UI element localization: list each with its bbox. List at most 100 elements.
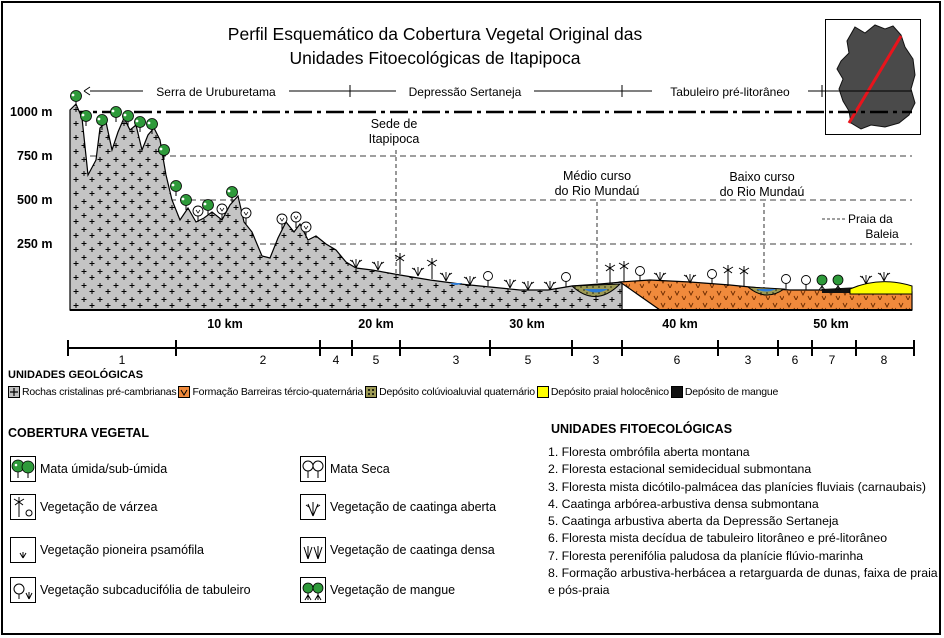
vegetation-legend-title: COBERTURA VEGETAL (8, 426, 149, 440)
distance-label: 50 km (813, 317, 848, 331)
mangrove-icon (300, 577, 326, 603)
region-label-tabuleiro: Tabuleiro pré-litorâneo (670, 85, 790, 99)
geo-legend-label: Depósito de mangue (684, 386, 779, 398)
veg-legend-item: Vegetação subcaducifólia de tabuleiro (10, 577, 251, 603)
annotation-baixo-curso: Baixo curso do Rio Mundaú (720, 170, 805, 288)
distance-label: 40 km (662, 317, 697, 331)
unit-number: 2 (260, 353, 267, 367)
geo-legend-item: Rochas cristalinas pré-cambrianas (8, 386, 177, 398)
geo-legend-label: Rochas cristalinas pré-cambrianas (22, 386, 177, 398)
annotation-text: Baleia (865, 227, 899, 241)
annotation-medio-curso: Médio curso do Rio Mundaú (555, 169, 639, 286)
geo-legend-item: Depósito colúvioaluvial quaternário (365, 386, 535, 398)
geo-legend-label: Depósito praial holocênico (550, 386, 669, 398)
veg-legend-item: Vegetação de caatinga densa (300, 537, 495, 563)
elevation-label: 1000 m (10, 105, 52, 119)
veg-legend-item: Vegetação de mangue (300, 577, 455, 603)
region-bracket: Serra de Uruburetama Depressão Sertaneja… (83, 83, 912, 99)
phyto-unit-item: 3. Floresta mista dicótilo-palmácea das … (548, 479, 926, 494)
phyto-unit-item: 1. Floresta ombrófila aberta montana (548, 445, 750, 459)
locator-map (825, 19, 921, 135)
veg-legend-label: Mata Seca (330, 462, 390, 476)
veg-legend-label: Vegetação pioneira psamófila (40, 543, 205, 557)
annotation-text: Praia da (848, 212, 893, 226)
annotation-text: do Rio Mundaú (720, 185, 805, 199)
mangrove-swatch (670, 386, 683, 398)
annotation-praia: Praia da Baleia (822, 212, 899, 241)
pioneer-psammophile-icon (10, 537, 36, 563)
geo-legend-item: Formação Barreiras tércio-quaternária (178, 386, 363, 398)
veg-legend-item: Vegetação de caatinga aberta (300, 494, 496, 520)
profile-line (847, 35, 903, 124)
phyto-unit-item: 6. Floresta mista decídua de tabuleiro l… (548, 531, 888, 546)
crystalline-swatch (8, 386, 20, 398)
colluvial-swatch (365, 386, 378, 398)
phyto-unit-item: 8. Formação arbustiva-herbácea a retargu… (548, 566, 938, 598)
unit-number: 1 (119, 353, 126, 367)
phyto-unit-item: 5. Caatinga arbustiva aberta da Depressã… (548, 514, 839, 529)
elevation-label: 500 m (17, 193, 52, 207)
geological-legend-title: UNIDADES GEOLÓGICAS (8, 369, 144, 381)
unit-number: 4 (333, 353, 340, 367)
barreiras-swatch (178, 386, 191, 398)
dry-forest-icon (300, 456, 326, 482)
unit-number: 5 (525, 353, 532, 367)
veg-legend-label: Vegetação de caatinga aberta (330, 500, 497, 514)
annotation-text: Baixo curso (729, 170, 794, 184)
geological-legend: Rochas cristalinas pré-cambrianas Formaç… (8, 384, 780, 400)
phytoecological-list: 1. Floresta ombrófila aberta montana 2. … (548, 444, 940, 600)
phyto-unit-item: 4. Caatinga arbórea-arbustiva densa subm… (548, 496, 819, 511)
veg-legend-label: Mata úmida/sub-úmida (40, 462, 168, 476)
annotation-text: Médio curso (563, 169, 631, 183)
title-line-2: Unidades Fitoecológicas de Itapipoca (289, 48, 581, 68)
elevation-label: 750 m (17, 149, 52, 163)
veg-legend-item: Mata Seca (300, 456, 390, 482)
unit-number: 6 (674, 353, 681, 367)
phyto-unit-item: 2. Floresta estacional semidecidual subm… (548, 462, 812, 477)
unit-number: 3 (453, 353, 460, 367)
distance-label: 10 km (207, 317, 242, 331)
phyto-unit-item: 7. Floresta perenifólia paludosa da plan… (548, 548, 864, 563)
unit-number: 5 (373, 353, 380, 367)
geo-legend-item: Depósito de mangue (670, 386, 779, 398)
unit-number: 7 (829, 353, 836, 367)
veg-legend-item: Vegetação de várzea (10, 494, 157, 520)
veg-legend-item: Vegetação pioneira psamófila (10, 537, 204, 563)
veg-legend-label: Vegetação subcaducifólia de tabuleiro (40, 583, 251, 597)
dense-caatinga-icon (300, 537, 326, 563)
region-label-depressao: Depressão Sertaneja (409, 85, 522, 99)
open-caatinga-icon (300, 494, 326, 520)
elevation-label: 250 m (17, 237, 52, 251)
elevation-labels: 1000 m 750 m 500 m 250 m (10, 105, 52, 251)
small-pond (450, 283, 462, 285)
subdeciduous-tabuleiro-icon (10, 577, 36, 603)
distance-label: 30 km (509, 317, 544, 331)
distance-label: 20 km (358, 317, 393, 331)
distance-axis: 10 km 20 km 30 km 40 km 50 km (207, 317, 848, 331)
humid-forest-icon (10, 456, 36, 482)
unit-strip: 1 2 4 5 3 5 3 6 3 6 7 8 (67, 340, 915, 367)
annotation-sede: Sede de Itapipoca (369, 117, 420, 274)
figure-title: Perfil Esquemático da Cobertura Vegetal … (150, 22, 720, 70)
veg-legend-item: Mata úmida/sub-úmida (10, 456, 167, 482)
crystalline-rock-terrain (69, 102, 623, 311)
unit-number: 6 (792, 353, 799, 367)
beach-swatch (536, 386, 549, 398)
unit-number: 8 (881, 353, 888, 367)
title-line-1: Perfil Esquemático da Cobertura Vegetal … (227, 24, 643, 44)
unit-number: 3 (745, 353, 752, 367)
annotation-text: Itapipoca (369, 132, 420, 146)
unit-number: 3 (593, 353, 600, 367)
veg-legend-label: Vegetação de caatinga densa (330, 543, 495, 557)
veg-legend-label: Vegetação de várzea (40, 500, 158, 514)
river-baixo (756, 289, 776, 292)
region-label-serra: Serra de Uruburetama (156, 85, 276, 99)
veg-legend-label: Vegetação de mangue (330, 583, 456, 597)
beach-deposit (849, 281, 913, 295)
river-medio (584, 289, 608, 293)
floodplain-vegetation-icon (10, 494, 36, 520)
phytoecological-title: UNIDADES FITOECOLÓGICAS (551, 422, 733, 436)
geo-legend-label: Formação Barreiras tércio-quaternária (192, 386, 364, 398)
profile-diagram: Serra de Uruburetama Depressão Sertaneja… (10, 83, 915, 367)
